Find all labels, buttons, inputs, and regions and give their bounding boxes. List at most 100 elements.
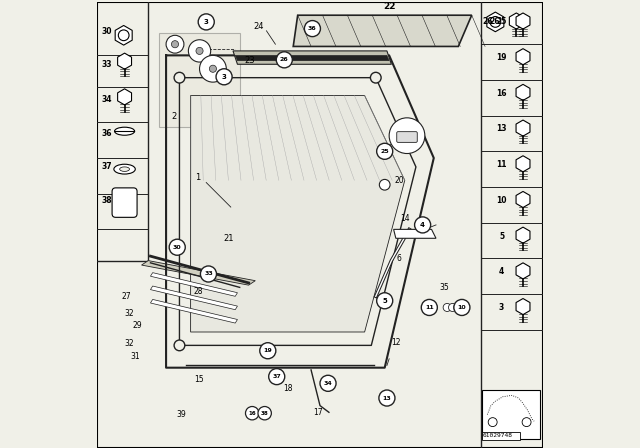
Circle shape (172, 41, 179, 48)
Text: 36: 36 (308, 26, 317, 31)
Circle shape (380, 179, 390, 190)
Text: 28: 28 (194, 287, 204, 296)
FancyBboxPatch shape (397, 132, 417, 142)
Circle shape (260, 343, 276, 359)
Polygon shape (115, 26, 132, 45)
Text: 24: 24 (253, 22, 264, 30)
Text: 39: 39 (177, 410, 187, 419)
Text: 29: 29 (132, 320, 142, 330)
Text: 26: 26 (490, 17, 500, 26)
Text: 33: 33 (101, 60, 112, 69)
Text: 4: 4 (420, 222, 425, 228)
Polygon shape (191, 95, 404, 332)
Circle shape (246, 406, 259, 420)
Circle shape (415, 217, 431, 233)
Circle shape (443, 303, 451, 311)
Text: 11: 11 (497, 160, 507, 169)
Text: 34: 34 (324, 381, 332, 386)
Text: 26: 26 (482, 17, 493, 26)
Text: 30: 30 (173, 245, 182, 250)
Circle shape (522, 418, 531, 426)
Circle shape (449, 303, 456, 311)
Text: 38: 38 (260, 411, 269, 416)
Circle shape (371, 72, 381, 83)
Circle shape (174, 72, 185, 83)
Text: 4: 4 (499, 267, 504, 276)
Circle shape (454, 299, 470, 315)
Polygon shape (516, 191, 530, 207)
Ellipse shape (114, 164, 135, 174)
Circle shape (258, 406, 271, 420)
Polygon shape (118, 53, 132, 69)
Text: 27: 27 (121, 292, 131, 301)
Polygon shape (150, 273, 237, 296)
Text: 33: 33 (204, 271, 213, 276)
Ellipse shape (115, 127, 134, 135)
Polygon shape (516, 120, 530, 136)
Circle shape (454, 303, 462, 311)
Text: 10: 10 (497, 196, 507, 205)
Circle shape (200, 56, 227, 82)
Text: 20: 20 (395, 177, 404, 185)
Circle shape (379, 390, 395, 406)
Circle shape (196, 47, 203, 55)
Text: 3: 3 (499, 303, 504, 312)
Polygon shape (141, 261, 255, 285)
FancyBboxPatch shape (482, 390, 540, 439)
Circle shape (169, 239, 185, 255)
Text: 25: 25 (380, 149, 389, 154)
Text: 17: 17 (314, 408, 323, 417)
Circle shape (174, 340, 185, 351)
Circle shape (377, 293, 393, 309)
Circle shape (166, 35, 184, 53)
Polygon shape (516, 84, 530, 100)
Polygon shape (509, 13, 524, 29)
Text: 12: 12 (392, 338, 401, 347)
Text: 6: 6 (397, 254, 402, 263)
Text: 11: 11 (425, 305, 434, 310)
Circle shape (488, 418, 497, 426)
Ellipse shape (120, 167, 129, 172)
Text: 26: 26 (280, 57, 289, 62)
Text: 19: 19 (497, 53, 507, 62)
Text: 5: 5 (382, 298, 387, 304)
Text: 37: 37 (273, 374, 281, 379)
Text: 13: 13 (383, 396, 391, 401)
Polygon shape (118, 89, 132, 105)
Polygon shape (516, 298, 530, 314)
Circle shape (389, 118, 425, 154)
Text: 5: 5 (499, 232, 504, 241)
Text: 22: 22 (383, 1, 396, 10)
FancyBboxPatch shape (97, 2, 543, 448)
Circle shape (305, 21, 321, 37)
Text: 16: 16 (497, 89, 507, 98)
Text: 13: 13 (497, 125, 507, 134)
Polygon shape (159, 33, 240, 127)
FancyBboxPatch shape (112, 188, 137, 217)
Text: 16: 16 (248, 411, 256, 416)
Text: 10: 10 (458, 305, 466, 310)
Circle shape (200, 266, 216, 282)
Polygon shape (516, 263, 530, 279)
Text: 35: 35 (440, 283, 449, 292)
Circle shape (320, 375, 336, 392)
Text: 31: 31 (130, 352, 140, 361)
FancyBboxPatch shape (482, 432, 520, 440)
Polygon shape (150, 299, 237, 323)
Text: 38: 38 (101, 196, 112, 205)
Circle shape (198, 14, 214, 30)
Text: 36: 36 (101, 129, 112, 138)
Text: 37: 37 (101, 163, 112, 172)
Circle shape (490, 17, 500, 27)
Text: 2: 2 (172, 112, 177, 121)
Text: 21: 21 (223, 233, 234, 242)
Text: 3: 3 (204, 19, 209, 25)
Text: 23: 23 (244, 56, 255, 65)
Text: 15: 15 (194, 375, 204, 384)
Text: 18: 18 (284, 384, 293, 393)
Circle shape (118, 30, 129, 41)
Text: 25: 25 (497, 17, 507, 26)
Text: 19: 19 (264, 348, 272, 353)
Circle shape (377, 143, 393, 159)
Polygon shape (516, 49, 530, 65)
